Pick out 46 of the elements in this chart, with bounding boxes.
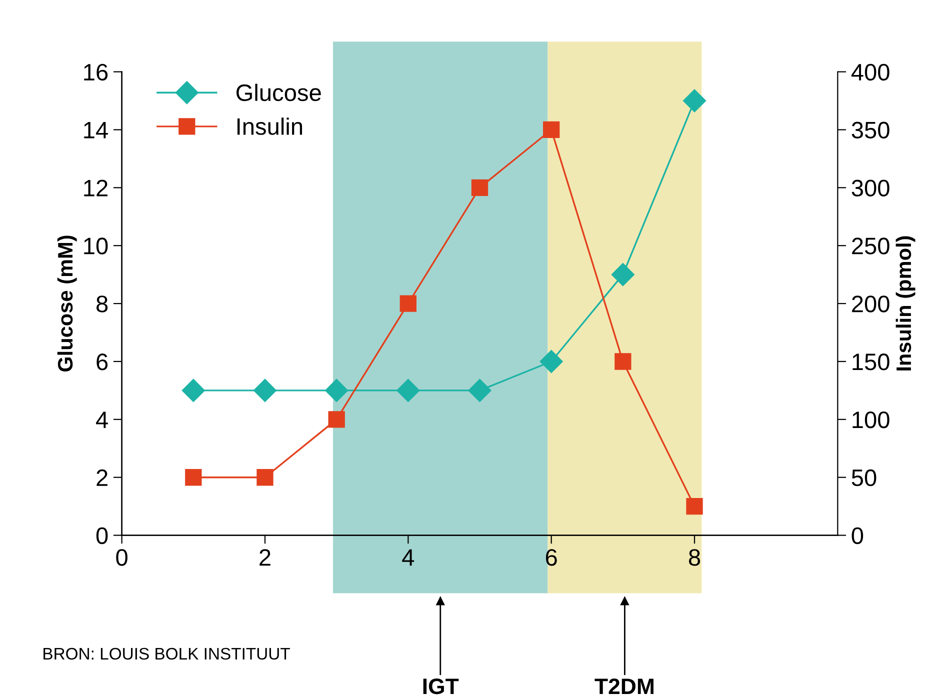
y-tick-label: 10 <box>84 238 108 254</box>
point <box>396 378 420 402</box>
y2-tick-label: 100 <box>852 411 890 428</box>
y-tick-label: 4 <box>96 412 108 428</box>
y2-tick-label: 350 <box>852 122 890 139</box>
y2-tick-label: 50 <box>852 469 876 486</box>
point <box>400 295 416 312</box>
y2-tick-label: 300 <box>852 180 890 196</box>
point <box>468 378 492 402</box>
point <box>185 469 202 486</box>
band-label: T2DM <box>594 678 654 694</box>
point <box>328 411 345 428</box>
y-tick-label: 0 <box>96 527 108 544</box>
y-tick-label: 14 <box>84 122 108 138</box>
y-tick-label: 12 <box>84 180 108 196</box>
legend-label: Insulin <box>237 118 302 135</box>
y2-tick-label: 0 <box>852 527 864 544</box>
y-tick-label: 16 <box>84 64 108 81</box>
point <box>542 121 560 138</box>
x-tick-label: 8 <box>688 549 700 566</box>
y2-tick-label: 400 <box>851 64 890 81</box>
text: BRON: LOUIS BOLK INSTITUUT <box>44 648 290 660</box>
y2-tick-label: 150 <box>852 354 890 370</box>
y2-tick-label: 200 <box>852 296 890 312</box>
y-axis-title: Glucose (mM) <box>57 236 77 372</box>
point <box>182 378 205 402</box>
point <box>611 263 634 286</box>
band-label: IGT <box>423 678 459 694</box>
legend-label: Glucose <box>236 84 321 102</box>
point <box>614 353 632 370</box>
y2-axis-title: Insulin (pmol) <box>896 236 916 370</box>
y-tick-label: 6 <box>96 354 108 370</box>
y-tick-label: 2 <box>96 469 108 486</box>
x-tick-label: 2 <box>260 549 270 566</box>
point <box>471 179 488 196</box>
x-tick-label: 4 <box>402 549 414 566</box>
point <box>256 469 274 486</box>
x-tick-label: 0 <box>116 549 128 566</box>
point <box>325 378 348 402</box>
point <box>683 89 706 112</box>
point <box>540 350 563 373</box>
y2-tick-label: 250 <box>852 238 890 254</box>
x-tick-label: 6 <box>546 549 557 566</box>
y-tick-label: 8 <box>96 296 108 312</box>
point <box>253 378 276 402</box>
point <box>686 498 703 515</box>
